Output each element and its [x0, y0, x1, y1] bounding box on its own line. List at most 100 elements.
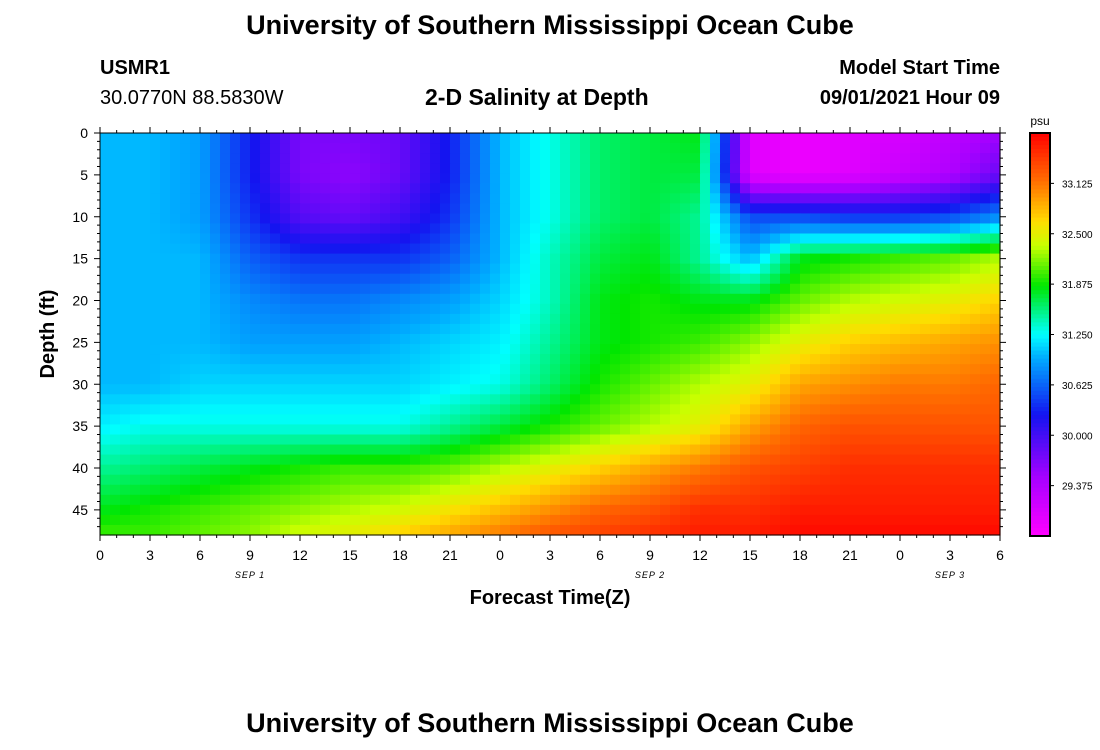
heatmap-cell	[160, 344, 171, 355]
heatmap-cell	[460, 514, 471, 526]
heatmap-cell	[540, 313, 551, 325]
heatmap-cell	[510, 364, 521, 375]
heatmap-cell	[330, 504, 341, 516]
heatmap-cell	[950, 444, 961, 456]
heatmap-cell	[980, 514, 991, 526]
heatmap-cell	[100, 323, 111, 335]
heatmap-cell	[310, 253, 321, 265]
heatmap-cell	[180, 504, 191, 516]
heatmap-cell	[210, 364, 221, 375]
heatmap-cell	[890, 494, 901, 506]
heatmap-cell	[700, 454, 711, 466]
heatmap-cell	[450, 143, 461, 154]
heatmap-cell	[320, 394, 331, 405]
heatmap-cell	[500, 364, 511, 375]
heatmap-cell	[610, 414, 621, 426]
heatmap-cell	[800, 323, 811, 335]
heatmap-cell	[990, 133, 1001, 144]
heatmap-cell	[190, 424, 201, 436]
heatmap-cell	[520, 424, 531, 436]
heatmap-cell	[170, 173, 181, 184]
heatmap-cell	[140, 514, 151, 526]
heatmap-cell	[520, 514, 531, 526]
heatmap-cell	[520, 454, 531, 466]
heatmap-cell	[430, 344, 441, 355]
heatmap-cell	[720, 444, 731, 456]
heatmap-cell	[960, 253, 971, 265]
heatmap-cell	[690, 484, 701, 496]
heatmap-cell	[300, 243, 311, 255]
heatmap-cell	[940, 213, 951, 225]
heatmap-cell	[950, 273, 961, 285]
heatmap-cell	[920, 323, 931, 335]
heatmap-cell	[480, 464, 491, 476]
heatmap-cell	[740, 474, 751, 486]
heatmap-cell	[450, 494, 461, 506]
heatmap-cell	[410, 233, 421, 245]
heatmap-cell	[780, 313, 791, 325]
heatmap-cell	[670, 384, 681, 395]
colorbar-segment	[1030, 423, 1050, 428]
heatmap-cell	[860, 364, 871, 375]
heatmap-cell	[590, 143, 601, 154]
heatmap-cell	[120, 293, 131, 305]
heatmap-cell	[170, 133, 181, 144]
heatmap-cell	[260, 223, 271, 235]
x-tick-label: 3	[546, 547, 554, 563]
heatmap-cell	[220, 203, 231, 214]
heatmap-cell	[210, 263, 221, 275]
heatmap-cell	[820, 173, 831, 184]
heatmap-cell	[260, 494, 271, 506]
heatmap-cell	[300, 223, 311, 235]
heatmap-cell	[120, 504, 131, 516]
heatmap-cell	[270, 203, 281, 214]
heatmap-cell	[710, 484, 721, 496]
heatmap-cell	[840, 464, 851, 476]
heatmap-cell	[980, 464, 991, 476]
top-title: University of Southern Mississippi Ocean…	[246, 10, 854, 40]
heatmap-cell	[220, 524, 231, 536]
heatmap-cell	[460, 203, 471, 214]
heatmap-cell	[840, 484, 851, 496]
heatmap-cell	[970, 313, 981, 325]
heatmap-cell	[490, 504, 501, 516]
heatmap-cell	[910, 414, 921, 426]
heatmap-cell	[960, 263, 971, 275]
heatmap-cell	[510, 524, 521, 536]
heatmap-cell	[410, 404, 421, 415]
heatmap-cell	[320, 354, 331, 365]
heatmap-cell	[650, 334, 661, 345]
heatmap-cell	[220, 143, 231, 154]
heatmap-cell	[810, 524, 821, 536]
heatmap-cell	[770, 374, 781, 385]
heatmap-cell	[540, 163, 551, 174]
heatmap-cell	[440, 424, 451, 436]
heatmap-cell	[430, 213, 441, 225]
heatmap-cell	[930, 183, 941, 194]
heatmap-cell	[260, 354, 271, 365]
heatmap-cell	[770, 394, 781, 405]
heatmap-cell	[330, 163, 341, 174]
heatmap-cell	[950, 233, 961, 245]
heatmap-cell	[500, 173, 511, 184]
heatmap-cell	[180, 233, 191, 245]
heatmap-cell	[740, 504, 751, 516]
heatmap-cell	[770, 504, 781, 516]
heatmap-cell	[900, 273, 911, 285]
heatmap-cell	[660, 173, 671, 184]
heatmap-cell	[240, 374, 251, 385]
heatmap-cell	[630, 323, 641, 335]
heatmap-cell	[310, 133, 321, 144]
heatmap-cell	[170, 514, 181, 526]
heatmap-cell	[750, 404, 761, 415]
colorbar-segment	[1030, 471, 1050, 477]
heatmap-cell	[680, 424, 691, 436]
heatmap-cell	[230, 354, 241, 365]
heatmap-cell	[950, 323, 961, 335]
heatmap-cell	[920, 524, 931, 536]
heatmap-cell	[930, 514, 941, 526]
heatmap-cell	[770, 303, 781, 315]
heatmap-cell	[580, 494, 591, 506]
heatmap-cell	[420, 293, 431, 305]
heatmap-cell	[580, 524, 591, 536]
